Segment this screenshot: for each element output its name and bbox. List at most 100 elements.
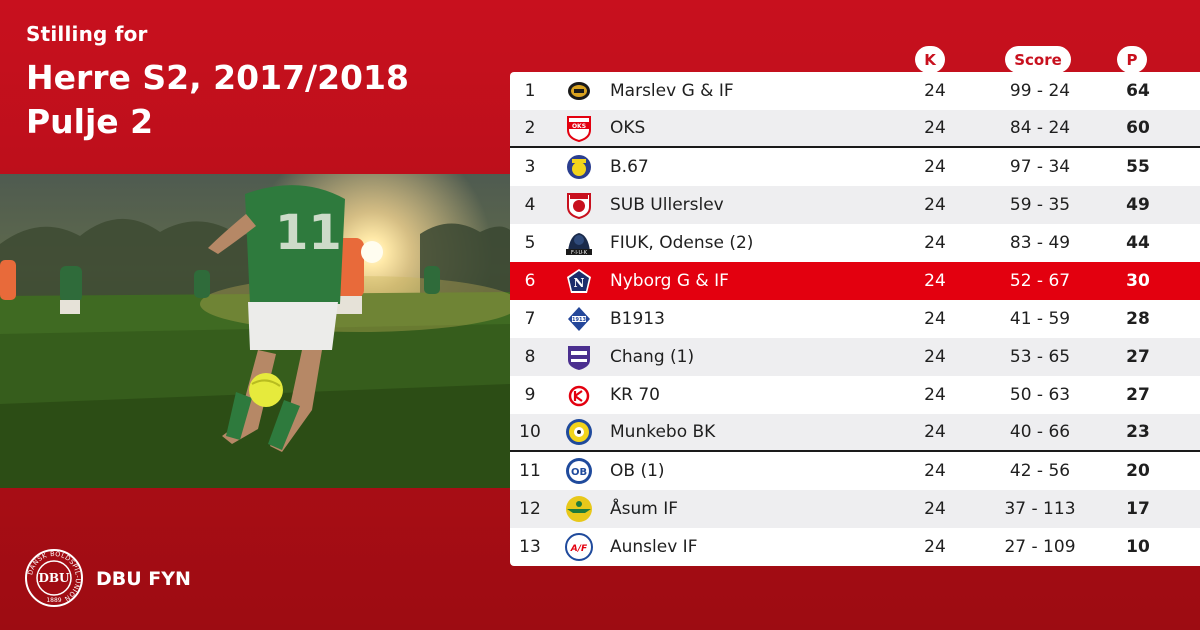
- matches-played: 24: [924, 118, 946, 138]
- matches-played: 24: [924, 385, 946, 405]
- logo-text: DBU: [38, 571, 70, 585]
- table-row-highlighted: 6 N Nyborg G & IF 24 52 - 67 30: [510, 262, 1200, 300]
- page-title-line1: Herre S2, 2017/2018: [26, 58, 409, 97]
- team-name: SUB Ullerslev: [610, 195, 724, 215]
- position: 9: [524, 385, 536, 405]
- points: 20: [1126, 461, 1150, 481]
- header: Stilling for Herre S2, 2017/2018 Pulje 2: [26, 22, 409, 144]
- team-name: Nyborg G & IF: [610, 271, 729, 291]
- points: 23: [1126, 422, 1150, 442]
- aunslev-crest-icon: A/F: [564, 532, 594, 562]
- table-row: 5 F·I·U·K FIUK, Odense (2) 24 83 - 49 44: [510, 224, 1200, 262]
- table-row: 1 Marslev G & IF 24 99 - 24 64: [510, 72, 1200, 110]
- goal-score: 83 - 49: [1009, 233, 1071, 253]
- points: 55: [1126, 157, 1150, 177]
- svg-text:OB: OB: [571, 467, 587, 478]
- goal-score: 53 - 65: [1009, 347, 1071, 367]
- team-name: Munkebo BK: [610, 422, 716, 442]
- table-row: 10 Munkebo BK 24 40 - 66 23: [510, 414, 1200, 452]
- goal-score: 84 - 24: [1009, 118, 1071, 138]
- table-row: 8 Chang (1) 24 53 - 65 27: [510, 338, 1200, 376]
- points: 30: [1126, 271, 1150, 291]
- team-name: OB (1): [610, 461, 665, 481]
- points: 28: [1126, 309, 1150, 329]
- position: 13: [519, 537, 541, 557]
- table-row: 2 OKS OKS 24 84 - 24 60: [510, 110, 1200, 148]
- goal-score: 37 - 113: [1004, 499, 1076, 519]
- goal-score: 41 - 59: [1009, 309, 1071, 329]
- asum-crest-icon: [564, 494, 594, 524]
- points: 49: [1126, 195, 1150, 215]
- points: 60: [1126, 118, 1150, 138]
- goal-score: 97 - 34: [1009, 157, 1071, 177]
- team-name: Åsum IF: [610, 499, 679, 519]
- points: 44: [1126, 233, 1150, 253]
- position: 4: [524, 195, 536, 215]
- position: 11: [519, 461, 541, 481]
- matches-played: 24: [924, 422, 946, 442]
- table-row: 7 1913 B1913 24 41 - 59 28: [510, 300, 1200, 338]
- position: 10: [519, 422, 541, 442]
- position: 7: [524, 309, 536, 329]
- table-row: 12 Åsum IF 24 37 - 113 17: [510, 490, 1200, 528]
- nyborg-crest-icon: N: [564, 266, 594, 296]
- matches-played: 24: [924, 157, 946, 177]
- position: 6: [524, 271, 536, 291]
- svg-text:F·I·U·K: F·I·U·K: [571, 250, 588, 256]
- position: 2: [524, 118, 536, 138]
- ob-crest-icon: OB: [564, 456, 594, 486]
- b1913-crest-icon: 1913: [564, 304, 594, 334]
- points: 27: [1126, 385, 1150, 405]
- svg-text:OKS: OKS: [572, 123, 586, 130]
- football-photo: 11: [0, 174, 510, 488]
- points: 10: [1126, 537, 1150, 557]
- column-header-score: Score: [1005, 46, 1071, 73]
- matches-played: 24: [924, 537, 946, 557]
- standings-table: 1 Marslev G & IF 24 99 - 24 64 2 OKS OKS…: [510, 72, 1200, 566]
- position: 1: [524, 81, 536, 101]
- marslev-crest-icon: [564, 76, 594, 106]
- svg-text:A/F: A/F: [570, 544, 588, 554]
- goal-score: 42 - 56: [1009, 461, 1071, 481]
- table-row: 9 KR 70 24 50 - 63 27: [510, 376, 1200, 414]
- team-name: Marslev G & IF: [610, 81, 734, 101]
- goal-score: 52 - 67: [1009, 271, 1071, 291]
- chang-crest-icon: [564, 342, 594, 372]
- dbu-logo: DANSK BOLDSPIL-UNION DBU 1889: [24, 548, 84, 608]
- kr70-crest-icon: [564, 380, 594, 410]
- points: 17: [1126, 499, 1150, 519]
- team-name: Chang (1): [610, 347, 695, 367]
- goal-score: 59 - 35: [1009, 195, 1071, 215]
- position: 8: [524, 347, 536, 367]
- table-row: 4 SUB Ullerslev 24 59 - 35 49: [510, 186, 1200, 224]
- goal-score: 40 - 66: [1009, 422, 1071, 442]
- goal-score: 27 - 109: [1004, 537, 1076, 557]
- page-subtitle: Stilling for: [26, 22, 148, 46]
- matches-played: 24: [924, 461, 946, 481]
- team-name: OKS: [610, 118, 646, 138]
- b67-crest-icon: [564, 152, 594, 182]
- points: 64: [1126, 81, 1150, 101]
- team-name: Aunslev IF: [610, 537, 698, 557]
- team-name: FIUK, Odense (2): [610, 233, 754, 253]
- page-title-line2: Pulje 2: [26, 102, 154, 141]
- matches-played: 24: [924, 233, 946, 253]
- team-name: B1913: [610, 309, 665, 329]
- team-name: KR 70: [610, 385, 660, 405]
- goal-score: 99 - 24: [1009, 81, 1071, 101]
- matches-played: 24: [924, 81, 946, 101]
- matches-played: 24: [924, 271, 946, 291]
- matches-played: 24: [924, 309, 946, 329]
- munkebo-crest-icon: [564, 417, 594, 447]
- matches-played: 24: [924, 195, 946, 215]
- position: 5: [524, 233, 536, 253]
- sub-crest-icon: [564, 190, 594, 220]
- column-header-points: P: [1117, 46, 1147, 73]
- logo-year: 1889: [46, 597, 61, 604]
- table-row: 13 A/F Aunslev IF 24 27 - 109 10: [510, 528, 1200, 566]
- goal-score: 50 - 63: [1009, 385, 1071, 405]
- position: 12: [519, 499, 541, 519]
- oks-crest-icon: OKS: [564, 113, 594, 143]
- team-name: B.67: [610, 157, 649, 177]
- svg-text:N: N: [574, 276, 585, 290]
